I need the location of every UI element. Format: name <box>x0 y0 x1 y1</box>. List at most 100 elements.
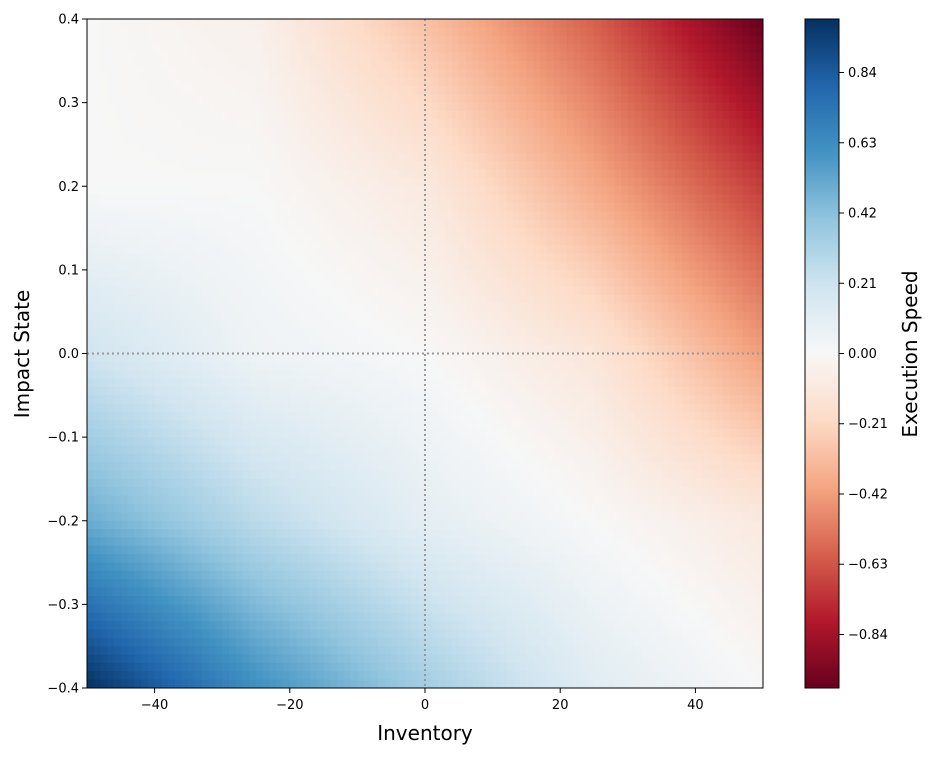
heatmap-cell <box>628 128 635 137</box>
heatmap-cell <box>161 61 168 70</box>
heatmap-cell <box>432 262 439 271</box>
heatmap-cell <box>736 36 743 45</box>
heatmap-cell <box>513 253 520 262</box>
heatmap-cell <box>256 69 263 78</box>
heatmap-cell <box>236 86 243 95</box>
heatmap-cell <box>540 119 547 128</box>
heatmap-cell <box>601 19 608 28</box>
heatmap-cell <box>459 320 466 329</box>
heatmap-cell <box>594 245 601 254</box>
heatmap-cell <box>472 412 479 421</box>
heatmap-cell <box>317 312 324 321</box>
heatmap-cell <box>722 161 729 170</box>
heatmap-cell <box>594 170 601 179</box>
heatmap-cell <box>689 103 696 112</box>
heatmap-cell <box>459 78 466 87</box>
heatmap-cell <box>716 52 723 61</box>
heatmap-cell <box>445 44 452 53</box>
heatmap-cell <box>526 228 533 237</box>
heatmap-cell <box>344 395 351 404</box>
heatmap-cell <box>466 404 473 413</box>
heatmap-cell <box>506 312 513 321</box>
heatmap-cell <box>641 178 648 187</box>
heatmap-cell <box>141 78 148 87</box>
heatmap-cell <box>391 387 398 396</box>
heatmap-cell <box>405 420 412 429</box>
heatmap-cell <box>310 228 317 237</box>
heatmap-cell <box>466 119 473 128</box>
heatmap-cell <box>580 220 587 229</box>
heatmap-cell <box>398 287 405 296</box>
heatmap-cell <box>540 153 547 162</box>
heatmap-cell <box>547 161 554 170</box>
heatmap-cell <box>472 236 479 245</box>
heatmap-cell <box>695 295 702 304</box>
heatmap-cell <box>736 128 743 137</box>
heatmap-cell <box>303 295 310 304</box>
heatmap-cell <box>749 354 756 363</box>
heatmap-cell <box>540 36 547 45</box>
heatmap-cell <box>601 236 608 245</box>
heatmap-cell <box>445 253 452 262</box>
heatmap-cell <box>722 287 729 296</box>
heatmap-cell <box>297 211 304 220</box>
heatmap-cell <box>567 119 574 128</box>
heatmap-cell <box>256 228 263 237</box>
heatmap-cell <box>182 161 189 170</box>
heatmap-cell <box>533 404 540 413</box>
heatmap-cell <box>587 86 594 95</box>
heatmap-cell <box>175 27 182 36</box>
heatmap-cell <box>357 320 364 329</box>
heatmap-cell <box>148 119 155 128</box>
heatmap-cell <box>729 429 736 438</box>
heatmap-cell <box>635 94 642 103</box>
heatmap-cell <box>249 153 256 162</box>
heatmap-cell <box>493 320 500 329</box>
heatmap-cell <box>107 278 114 287</box>
heatmap-cell <box>459 270 466 279</box>
heatmap-cell <box>472 178 479 187</box>
heatmap-cell <box>662 337 669 346</box>
heatmap-cell <box>743 52 750 61</box>
heatmap-cell <box>506 94 513 103</box>
heatmap-cell <box>560 379 567 388</box>
heatmap-cell <box>134 178 141 187</box>
heatmap-cell <box>729 362 736 371</box>
heatmap-cell <box>215 337 222 346</box>
heatmap-cell <box>209 253 216 262</box>
heatmap-cell <box>756 287 763 296</box>
heatmap-cell <box>695 94 702 103</box>
heatmap-cell <box>702 287 709 296</box>
heatmap-cell <box>141 362 148 371</box>
heatmap-cell <box>384 178 391 187</box>
heatmap-cell <box>398 36 405 45</box>
heatmap-cell <box>242 78 249 87</box>
heatmap-cell <box>364 320 371 329</box>
heatmap-cell <box>405 178 412 187</box>
heatmap-cell <box>317 420 324 429</box>
heatmap-cell <box>310 270 317 279</box>
heatmap-cell <box>729 128 736 137</box>
heatmap-cell <box>628 303 635 312</box>
heatmap-cell <box>330 412 337 421</box>
heatmap-cell <box>155 337 162 346</box>
heatmap-cell <box>756 362 763 371</box>
heatmap-cell <box>567 379 574 388</box>
heatmap-cell <box>425 27 432 36</box>
heatmap-cell <box>242 287 249 296</box>
heatmap-cell <box>209 86 216 95</box>
heatmap-cell <box>459 128 466 137</box>
heatmap-cell <box>526 52 533 61</box>
heatmap-cell <box>729 144 736 153</box>
heatmap-cell <box>303 245 310 254</box>
heatmap-cell <box>722 119 729 128</box>
heatmap-cell <box>695 312 702 321</box>
heatmap-cell <box>628 195 635 204</box>
heatmap-cell <box>540 52 547 61</box>
heatmap-cell <box>121 170 128 179</box>
heatmap-cell <box>276 136 283 145</box>
heatmap-cell <box>324 295 331 304</box>
heatmap-cell <box>641 186 648 195</box>
heatmap-cell <box>263 362 270 371</box>
heatmap-cell <box>729 178 736 187</box>
